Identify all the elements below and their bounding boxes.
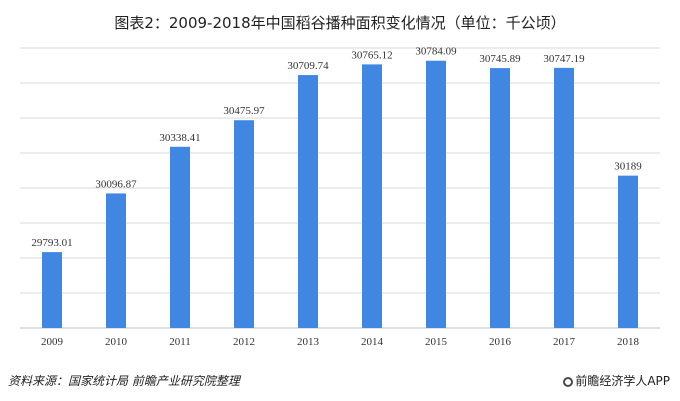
data-label: 30765.12	[351, 49, 392, 61]
bar	[490, 68, 510, 328]
x-tick-label: 2011	[169, 336, 191, 348]
source-note: 资料来源：国家统计局 前瞻产业研究院整理	[8, 374, 240, 388]
bar	[618, 175, 638, 328]
brand-label: 前瞻经济学人APP	[563, 372, 670, 389]
x-tick-label: 2017	[553, 336, 576, 348]
x-tick-label: 2012	[233, 336, 255, 348]
data-label: 30784.09	[415, 46, 457, 58]
bar	[298, 75, 318, 328]
data-label: 29793.01	[31, 237, 72, 249]
data-label: 30189	[614, 161, 642, 173]
bar	[106, 193, 126, 328]
chart-title: 图表2：2009-2018年中国稻谷播种面积变化情况（单位：千公顷）	[114, 14, 566, 32]
x-tick-label: 2014	[361, 336, 384, 348]
bar	[170, 146, 190, 328]
x-tick-label: 2015	[425, 336, 448, 348]
bar	[554, 67, 574, 328]
x-tick-label: 2010	[105, 336, 128, 348]
data-label: 30745.89	[479, 53, 521, 65]
bar	[234, 120, 254, 328]
x-tick-label: 2013	[297, 336, 320, 348]
x-tick-label: 2009	[41, 336, 64, 348]
x-tick-label: 2016	[489, 336, 512, 348]
data-label: 30338.41	[159, 132, 200, 144]
data-label: 30709.74	[287, 60, 329, 72]
brand-text: 前瞻经济学人APP	[575, 374, 670, 388]
bar	[362, 64, 382, 328]
data-label: 30475.97	[223, 105, 265, 117]
data-label: 30096.87	[95, 178, 137, 190]
bar	[426, 60, 446, 328]
data-label: 30747.19	[543, 53, 585, 65]
bar	[42, 252, 62, 328]
x-tick-label: 2018	[617, 336, 640, 348]
brand-logo-icon	[563, 377, 574, 387]
